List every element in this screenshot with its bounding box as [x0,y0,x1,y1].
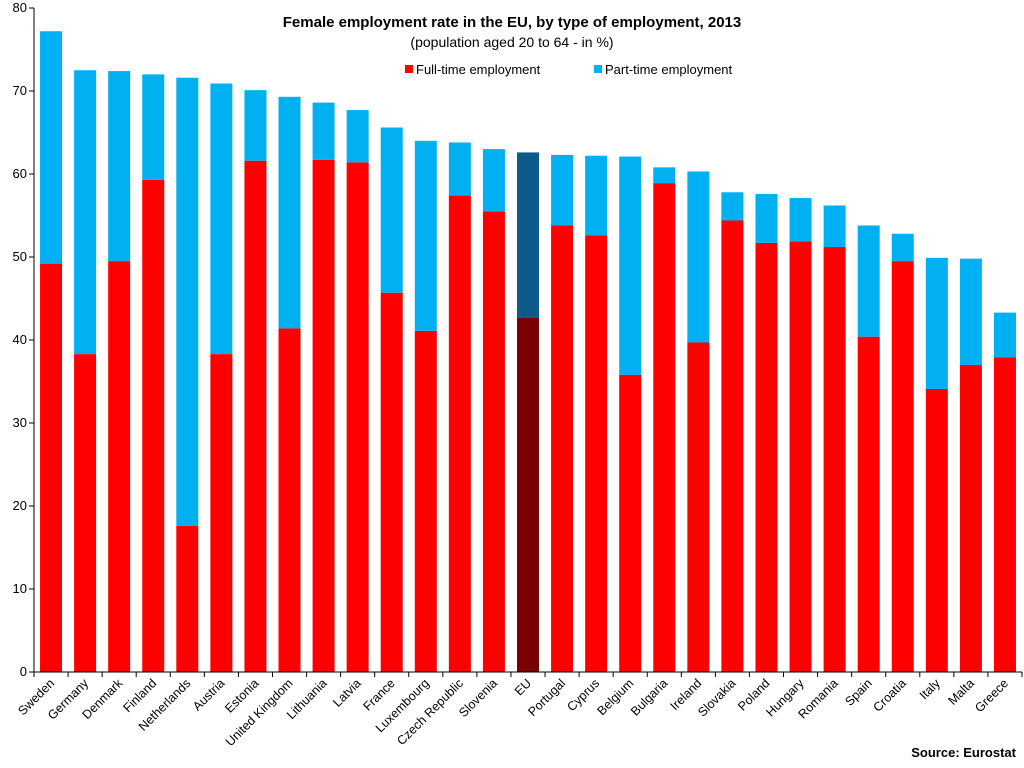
x-axis: SwedenGermanyDenmarkFinlandNetherlandsAu… [15,671,1023,749]
chart-title: Female employment rate in the EU, by typ… [283,14,741,31]
y-tick-label: 30 [13,415,27,430]
bar-full-time-ireland [687,342,710,672]
bar-part-time-germany [74,70,97,355]
chart-subtitle: (population aged 20 to 64 - in %) [410,34,613,50]
x-tick-label-portugal: Portugal [525,676,568,719]
bar-part-time-slovakia [721,192,744,221]
x-tick-label-slovenia: Slovenia [456,676,500,720]
bar-full-time-romania [823,247,846,673]
y-tick-label: 70 [13,83,27,98]
bar-part-time-cyprus [585,155,608,236]
bar-part-time-romania [823,205,846,248]
bar-full-time-estonia [244,160,267,672]
bar-full-time-germany [74,354,97,672]
y-tick-label: 40 [13,332,27,347]
source-label: Source: Eurostat [911,745,1016,760]
bar-part-time-ireland [687,171,710,343]
bar-full-time-portugal [551,225,574,672]
bars [40,31,1016,673]
bar-part-time-poland [755,193,778,243]
bar-part-time-united-kingdom [278,96,301,329]
bar-full-time-cyprus [585,235,608,673]
bar-full-time-eu [517,317,539,672]
bar-part-time-luxembourg [414,140,437,331]
bar-full-time-italy [925,388,948,672]
bar-part-time-greece [993,312,1016,358]
bar-full-time-france [380,292,403,672]
bar-part-time-italy [925,257,948,389]
bar-full-time-finland [142,179,165,672]
y-tick-label: 60 [13,166,27,181]
bar-part-time-latvia [346,110,369,163]
y-tick-label: 0 [20,664,27,679]
bar-full-time-malta [959,364,982,672]
bar-part-time-belgium [619,156,642,375]
bar-part-time-austria [210,83,233,355]
bar-full-time-bulgaria [653,183,676,672]
bar-part-time-eu [517,152,539,318]
bar-full-time-latvia [346,162,369,672]
legend-swatch-full-time [405,65,413,73]
bar-full-time-sweden [40,263,63,672]
bar-full-time-lithuania [312,159,335,672]
legend-label-full-time: Full-time employment [416,62,541,77]
y-tick-label: 20 [13,498,27,513]
bar-part-time-france [380,127,403,293]
bar-part-time-denmark [108,71,131,262]
legend-label-part-time: Part-time employment [605,62,733,77]
bar-part-time-finland [142,74,165,180]
bar-part-time-estonia [244,90,267,161]
bar-full-time-slovenia [482,211,505,672]
x-tick-label-slovakia: Slovakia [695,676,738,719]
bar-full-time-austria [210,354,233,672]
bar-full-time-united-kingdom [278,328,301,672]
bar-part-time-bulgaria [653,167,676,184]
bar-part-time-malta [959,258,982,365]
x-tick-label-greece: Greece [972,676,1011,715]
x-tick-label-latvia: Latvia [330,676,364,710]
bar-full-time-hungary [789,241,812,673]
bar-part-time-slovenia [482,149,505,212]
bar-full-time-spain [857,336,880,672]
legend: Full-time employment Part-time employmen… [405,62,733,77]
bar-full-time-croatia [891,261,914,672]
bar-full-time-czech-republic [448,195,471,672]
bar-full-time-poland [755,242,778,672]
bar-part-time-spain [857,225,880,337]
x-tick-label-italy: Italy [917,676,944,703]
bar-part-time-hungary [789,198,812,242]
y-tick-label: 50 [13,249,27,264]
x-tick-label-austria: Austria [190,676,227,713]
bar-part-time-portugal [551,154,574,226]
bar-part-time-sweden [40,31,63,264]
x-tick-label-malta: Malta [945,676,977,708]
bar-full-time-denmark [108,261,131,672]
bar-part-time-czech-republic [448,142,471,196]
bar-part-time-croatia [891,233,914,262]
y-tick-label: 10 [13,581,27,596]
bar-full-time-slovakia [721,220,744,673]
bar-part-time-netherlands [176,77,199,526]
bar-full-time-greece [993,357,1016,672]
y-tick-label: 80 [13,0,27,15]
bar-full-time-netherlands [176,525,199,672]
bar-full-time-luxembourg [414,330,437,672]
x-tick-label-eu: EU [512,676,534,698]
y-axis: 0 10 20 30 40 50 60 70 80 [13,0,35,679]
bar-full-time-belgium [619,374,642,672]
bar-part-time-lithuania [312,102,335,160]
x-tick-label-croatia: Croatia [870,676,908,714]
legend-swatch-part-time [594,65,602,73]
x-tick-label-bulgaria: Bulgaria [628,676,670,718]
